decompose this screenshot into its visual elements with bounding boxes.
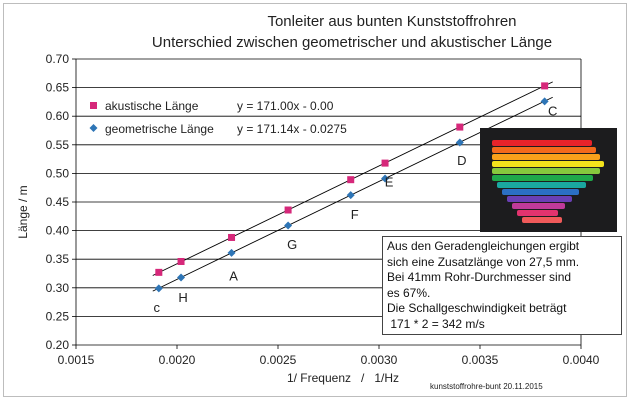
y-tick-label: 0.40 bbox=[46, 224, 70, 238]
note-label: C bbox=[548, 104, 557, 119]
tube bbox=[497, 182, 586, 188]
tube bbox=[492, 147, 596, 153]
y-tick-label: 0.20 bbox=[46, 338, 70, 352]
tube-photo bbox=[480, 128, 617, 232]
acoustic-point bbox=[347, 176, 355, 184]
note-label: H bbox=[178, 290, 187, 305]
y-tick-label: 0.60 bbox=[46, 109, 70, 123]
tube bbox=[517, 210, 558, 216]
note-label: A bbox=[229, 268, 238, 283]
y-tick-label: 0.30 bbox=[46, 281, 70, 295]
x-tick-label: 0.0025 bbox=[260, 353, 297, 367]
info-line: 171 * 2 = 342 m/s bbox=[387, 316, 485, 331]
legend-equation-geometric: y = 171.14x - 0.0275 bbox=[237, 122, 347, 136]
note-label: E bbox=[385, 175, 394, 190]
tube-photo-image bbox=[480, 128, 617, 232]
y-tick-label: 0.45 bbox=[46, 195, 70, 209]
info-line: sich eine Zusatzlänge von 27,5 mm. bbox=[387, 254, 580, 269]
tube bbox=[502, 189, 579, 195]
note-label: G bbox=[287, 237, 297, 252]
y-tick-label: 0.70 bbox=[46, 52, 70, 66]
legend-square-marker bbox=[90, 102, 97, 109]
legend: akustische Länge y = 171.00x - 0.00 geom… bbox=[89, 99, 347, 136]
info-box: Aus den Geradengleichungen ergibt sich e… bbox=[382, 236, 622, 335]
legend-equation-acoustic: y = 171.00x - 0.00 bbox=[237, 99, 334, 113]
note-label: c bbox=[154, 300, 161, 315]
x-tick-label: 0.0030 bbox=[361, 353, 398, 367]
legend-label-acoustic: akustische Länge bbox=[105, 99, 199, 113]
footer-note: kunststoffrohre-bunt 20.11.2015 bbox=[430, 382, 543, 391]
tube bbox=[522, 217, 562, 223]
geometric-point bbox=[540, 97, 549, 106]
legend-diamond-marker bbox=[89, 124, 98, 132]
x-tick-label: 0.0020 bbox=[159, 353, 196, 367]
info-line: Bei 41mm Rohr-Durchmesser sind bbox=[387, 270, 572, 285]
chart-subtitle: Unterschied zwischen geometrischer und a… bbox=[152, 34, 552, 51]
data-markers bbox=[154, 82, 549, 293]
info-line: es 67%. bbox=[387, 285, 431, 300]
tube bbox=[512, 203, 565, 209]
note-label: D bbox=[457, 153, 466, 168]
y-tick-label: 0.55 bbox=[46, 138, 70, 152]
acoustic-point bbox=[228, 233, 236, 241]
x-tick-label: 0.0015 bbox=[58, 353, 95, 367]
geometric-point bbox=[346, 191, 355, 200]
x-tick-label: 0.0035 bbox=[462, 353, 499, 367]
note-label: F bbox=[351, 207, 359, 222]
tube bbox=[492, 154, 600, 160]
tube bbox=[492, 168, 600, 174]
acoustic-point bbox=[541, 82, 549, 90]
acoustic-point bbox=[155, 268, 163, 276]
x-axis-label: 1/ Frequenz / 1/Hz bbox=[287, 371, 399, 385]
info-line: Die Schallgeschwindigkeit beträgt bbox=[387, 301, 567, 316]
geometric-point bbox=[381, 174, 390, 183]
point-labels: c H A G F E D C bbox=[154, 104, 558, 315]
chart-title: Tonleiter aus bunten Kunststoffrohren bbox=[267, 13, 516, 30]
acoustic-point bbox=[381, 159, 389, 167]
geometric-point bbox=[154, 284, 163, 293]
acoustic-point bbox=[456, 123, 464, 131]
geometric-point bbox=[455, 138, 464, 147]
tube bbox=[492, 140, 592, 146]
acoustic-point bbox=[177, 257, 185, 265]
geometric-point bbox=[284, 221, 293, 230]
geometric-point bbox=[227, 248, 236, 257]
acoustic-point bbox=[284, 206, 292, 214]
y-tick-label: 0.50 bbox=[46, 166, 70, 180]
info-line: Aus den Geradengleichungen ergibt bbox=[387, 239, 580, 253]
axes: 0.20 0.25 0.30 0.35 0.40 0.45 0.50 0.55 0.60 0.65… bbox=[46, 52, 600, 367]
y-axis-label: Länge / m bbox=[16, 185, 30, 238]
tube bbox=[492, 175, 593, 181]
geometric-point bbox=[177, 273, 186, 282]
y-tick-label: 0.35 bbox=[46, 252, 70, 266]
tube bbox=[492, 161, 604, 167]
x-tick-label: 0.0040 bbox=[563, 353, 600, 367]
y-tick-label: 0.25 bbox=[46, 309, 70, 323]
tube bbox=[507, 196, 572, 202]
y-tick-label: 0.65 bbox=[46, 81, 70, 95]
legend-label-geometric: geometrische Länge bbox=[105, 122, 214, 136]
